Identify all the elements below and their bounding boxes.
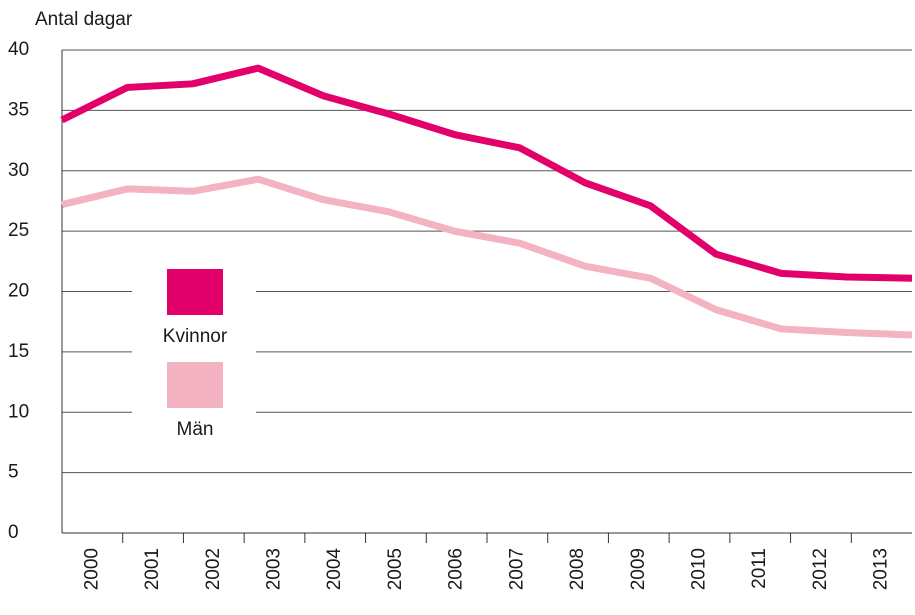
x-tick-label: 2009 (628, 548, 649, 590)
y-tick-label: 10 (8, 401, 29, 422)
x-tick-label: 2013 (871, 548, 892, 590)
legend-swatch (167, 269, 223, 315)
x-tick-label: 2008 (567, 548, 588, 590)
x-tick-label: 2007 (506, 548, 527, 590)
x-tick-label: 2010 (689, 548, 710, 590)
x-tick-label: 2011 (749, 548, 770, 589)
legend-swatch (167, 362, 223, 408)
y-tick-label: 0 (8, 522, 19, 543)
y-tick-label: 15 (8, 341, 29, 362)
x-tick-label: 2012 (810, 548, 831, 590)
y-tick-label: 30 (8, 160, 29, 181)
legend-label: Män (177, 419, 214, 440)
x-tick-label: 2002 (203, 548, 224, 590)
legend-label: Kvinnor (163, 326, 228, 347)
series-line (61, 175, 913, 339)
y-tick-label: 25 (8, 220, 29, 241)
y-tick-label: 20 (8, 281, 29, 302)
y-axis-label: Antal dagar (35, 9, 133, 30)
x-tick-label: 2005 (385, 548, 406, 590)
x-tick-label: 2003 (264, 548, 285, 590)
x-tick-label: 2000 (81, 548, 102, 590)
x-tick-label: 2006 (446, 548, 467, 590)
y-tick-label: 35 (8, 99, 29, 120)
y-tick-label: 40 (8, 39, 29, 60)
x-tick-label: 2001 (142, 548, 163, 590)
series-line (60, 64, 913, 282)
x-tick-label: 2004 (324, 548, 345, 591)
y-tick-label: 5 (8, 462, 19, 483)
